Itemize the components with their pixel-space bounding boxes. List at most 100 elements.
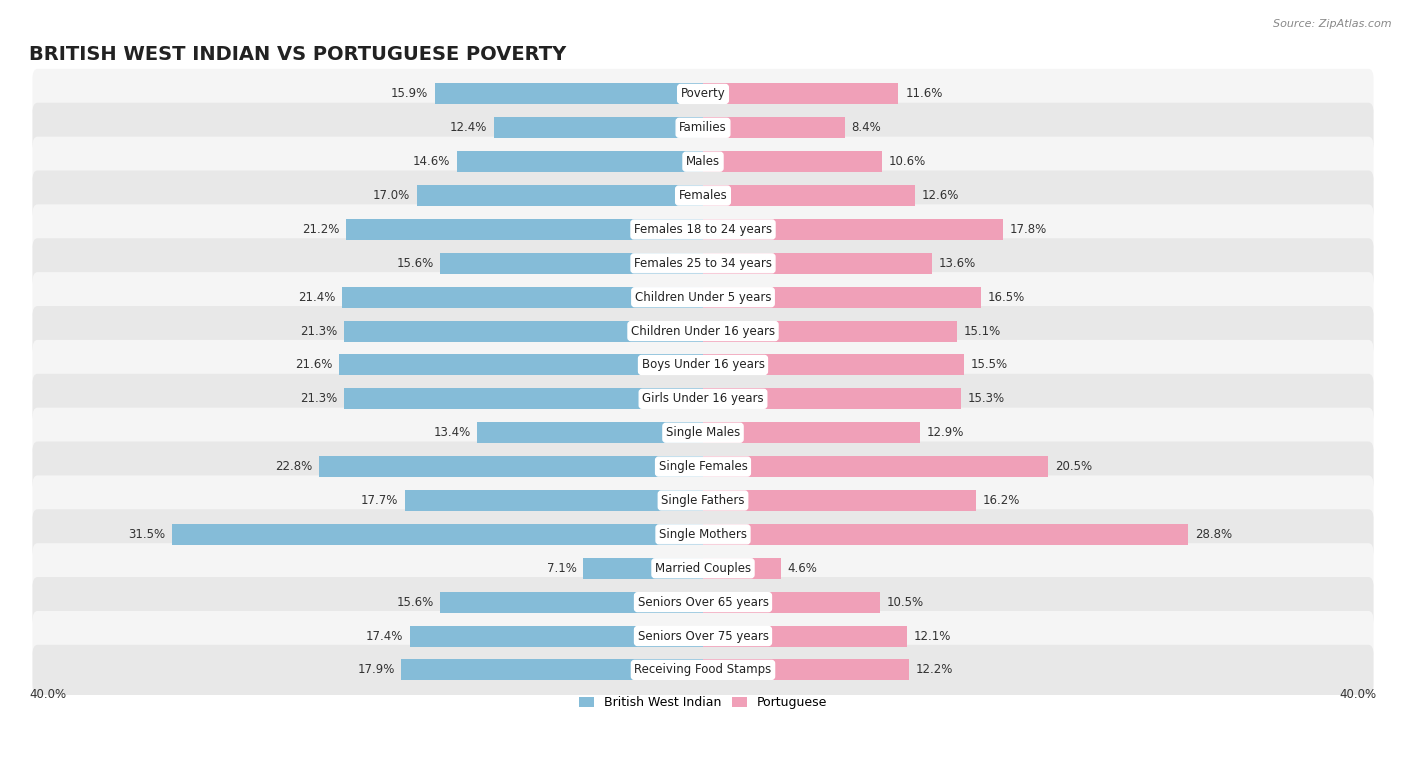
Bar xyxy=(703,151,882,172)
Bar xyxy=(703,287,981,308)
Bar xyxy=(344,388,703,409)
Legend: British West Indian, Portuguese: British West Indian, Portuguese xyxy=(574,691,832,714)
Bar xyxy=(703,117,845,138)
Bar xyxy=(401,659,703,681)
Bar xyxy=(703,253,932,274)
Text: 15.6%: 15.6% xyxy=(396,257,433,270)
Text: Seniors Over 65 years: Seniors Over 65 years xyxy=(637,596,769,609)
FancyBboxPatch shape xyxy=(32,238,1374,288)
Bar xyxy=(457,151,703,172)
Text: BRITISH WEST INDIAN VS PORTUGUESE POVERTY: BRITISH WEST INDIAN VS PORTUGUESE POVERT… xyxy=(30,45,567,64)
Text: Children Under 5 years: Children Under 5 years xyxy=(634,291,772,304)
Text: 20.5%: 20.5% xyxy=(1054,460,1092,473)
Text: 14.6%: 14.6% xyxy=(413,155,450,168)
Text: 21.3%: 21.3% xyxy=(299,393,337,406)
Text: 15.6%: 15.6% xyxy=(396,596,433,609)
Text: 7.1%: 7.1% xyxy=(547,562,576,575)
FancyBboxPatch shape xyxy=(32,611,1374,661)
Text: 10.6%: 10.6% xyxy=(889,155,925,168)
Text: Single Fathers: Single Fathers xyxy=(661,494,745,507)
Text: 12.2%: 12.2% xyxy=(915,663,953,676)
Text: 15.9%: 15.9% xyxy=(391,87,429,100)
Text: Families: Families xyxy=(679,121,727,134)
Bar xyxy=(405,490,703,511)
Text: Source: ZipAtlas.com: Source: ZipAtlas.com xyxy=(1274,19,1392,29)
Text: 13.6%: 13.6% xyxy=(939,257,976,270)
Text: 16.2%: 16.2% xyxy=(983,494,1021,507)
Bar xyxy=(703,219,1002,240)
Text: Boys Under 16 years: Boys Under 16 years xyxy=(641,359,765,371)
FancyBboxPatch shape xyxy=(32,272,1374,322)
FancyBboxPatch shape xyxy=(32,136,1374,186)
Text: 17.7%: 17.7% xyxy=(361,494,398,507)
Bar xyxy=(703,558,780,579)
Bar xyxy=(319,456,703,477)
Text: Females 18 to 24 years: Females 18 to 24 years xyxy=(634,223,772,236)
Text: 40.0%: 40.0% xyxy=(1340,688,1376,701)
Bar xyxy=(703,592,880,612)
Text: 17.4%: 17.4% xyxy=(366,629,404,643)
Text: 16.5%: 16.5% xyxy=(988,291,1025,304)
Bar xyxy=(703,524,1188,545)
Text: 17.9%: 17.9% xyxy=(357,663,395,676)
Text: Single Females: Single Females xyxy=(658,460,748,473)
Text: 15.3%: 15.3% xyxy=(967,393,1005,406)
Text: Poverty: Poverty xyxy=(681,87,725,100)
FancyBboxPatch shape xyxy=(32,340,1374,390)
Text: 40.0%: 40.0% xyxy=(30,688,66,701)
Text: 11.6%: 11.6% xyxy=(905,87,942,100)
Text: 21.4%: 21.4% xyxy=(298,291,336,304)
FancyBboxPatch shape xyxy=(32,205,1374,255)
Bar xyxy=(440,592,703,612)
Text: 4.6%: 4.6% xyxy=(787,562,817,575)
Bar xyxy=(494,117,703,138)
FancyBboxPatch shape xyxy=(32,408,1374,458)
FancyBboxPatch shape xyxy=(32,475,1374,525)
Text: 28.8%: 28.8% xyxy=(1195,528,1232,541)
Bar xyxy=(343,287,703,308)
Bar xyxy=(583,558,703,579)
Bar xyxy=(440,253,703,274)
Bar xyxy=(703,321,957,342)
Text: Single Males: Single Males xyxy=(666,426,740,439)
Bar xyxy=(409,625,703,647)
Text: 22.8%: 22.8% xyxy=(274,460,312,473)
FancyBboxPatch shape xyxy=(32,171,1374,221)
Bar xyxy=(703,422,921,443)
Bar xyxy=(703,355,965,375)
Text: 13.4%: 13.4% xyxy=(433,426,471,439)
Bar xyxy=(173,524,703,545)
Text: 12.1%: 12.1% xyxy=(914,629,950,643)
Text: Married Couples: Married Couples xyxy=(655,562,751,575)
Text: Males: Males xyxy=(686,155,720,168)
Bar xyxy=(434,83,703,105)
FancyBboxPatch shape xyxy=(32,645,1374,695)
Text: 17.0%: 17.0% xyxy=(373,189,409,202)
Bar xyxy=(344,321,703,342)
Text: Females 25 to 34 years: Females 25 to 34 years xyxy=(634,257,772,270)
Bar xyxy=(346,219,703,240)
Text: 21.6%: 21.6% xyxy=(295,359,332,371)
FancyBboxPatch shape xyxy=(32,69,1374,119)
Bar xyxy=(703,659,908,681)
Bar xyxy=(703,456,1049,477)
Text: Children Under 16 years: Children Under 16 years xyxy=(631,324,775,337)
Text: 12.6%: 12.6% xyxy=(922,189,959,202)
Bar xyxy=(703,83,898,105)
FancyBboxPatch shape xyxy=(32,103,1374,153)
Text: Single Mothers: Single Mothers xyxy=(659,528,747,541)
Text: Seniors Over 75 years: Seniors Over 75 years xyxy=(637,629,769,643)
Text: Females: Females xyxy=(679,189,727,202)
FancyBboxPatch shape xyxy=(32,509,1374,559)
Text: Receiving Food Stamps: Receiving Food Stamps xyxy=(634,663,772,676)
Text: 17.8%: 17.8% xyxy=(1010,223,1047,236)
Bar xyxy=(703,388,960,409)
Bar xyxy=(477,422,703,443)
Text: 15.1%: 15.1% xyxy=(965,324,1001,337)
FancyBboxPatch shape xyxy=(32,306,1374,356)
Bar xyxy=(416,185,703,206)
FancyBboxPatch shape xyxy=(32,577,1374,627)
Text: 21.2%: 21.2% xyxy=(302,223,339,236)
FancyBboxPatch shape xyxy=(32,374,1374,424)
Text: Girls Under 16 years: Girls Under 16 years xyxy=(643,393,763,406)
